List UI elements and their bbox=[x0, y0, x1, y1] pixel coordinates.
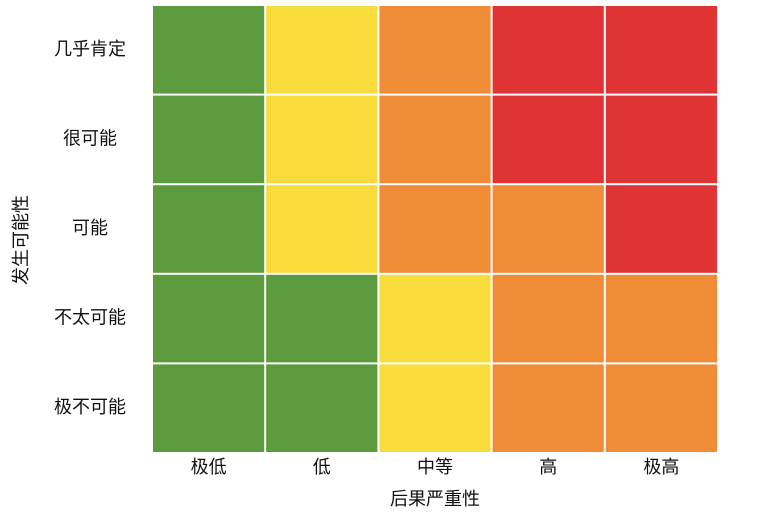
risk-cell bbox=[266, 185, 378, 273]
risk-cell bbox=[379, 6, 491, 94]
y-label: 不太可能 bbox=[54, 308, 126, 329]
risk-cell bbox=[492, 364, 604, 452]
risk-cell bbox=[605, 6, 717, 94]
y-axis-title: 发生可能性 bbox=[11, 195, 32, 285]
risk-cell bbox=[379, 364, 491, 452]
risk-cell bbox=[379, 95, 491, 184]
risk-cell bbox=[266, 6, 378, 94]
x-label: 中等 bbox=[417, 457, 453, 478]
risk-cell bbox=[492, 95, 604, 184]
risk-cell bbox=[492, 6, 604, 94]
risk-cell bbox=[605, 364, 717, 452]
risk-cell bbox=[153, 364, 265, 452]
y-label: 很可能 bbox=[63, 128, 117, 149]
risk-cell bbox=[153, 274, 265, 363]
risk-cell bbox=[605, 95, 717, 184]
risk-cell bbox=[492, 185, 604, 273]
x-axis-title: 后果严重性 bbox=[390, 489, 480, 510]
risk-cell bbox=[266, 364, 378, 452]
y-label: 极不可能 bbox=[54, 397, 126, 418]
risk-cell bbox=[379, 185, 491, 273]
risk-cell bbox=[153, 6, 265, 94]
x-label: 极低 bbox=[191, 457, 227, 478]
x-label: 极高 bbox=[643, 457, 679, 478]
risk-cell bbox=[153, 185, 265, 273]
risk-cell bbox=[605, 274, 717, 363]
risk-cell bbox=[266, 95, 378, 184]
y-label: 几乎肯定 bbox=[54, 39, 126, 60]
y-label: 可能 bbox=[72, 218, 108, 239]
risk-cell bbox=[605, 185, 717, 273]
risk-cell bbox=[379, 274, 491, 363]
risk-cell bbox=[492, 274, 604, 363]
x-label: 高 bbox=[539, 457, 557, 478]
risk-cell bbox=[266, 274, 378, 363]
risk-cell bbox=[153, 95, 265, 184]
x-label: 低 bbox=[313, 457, 331, 478]
